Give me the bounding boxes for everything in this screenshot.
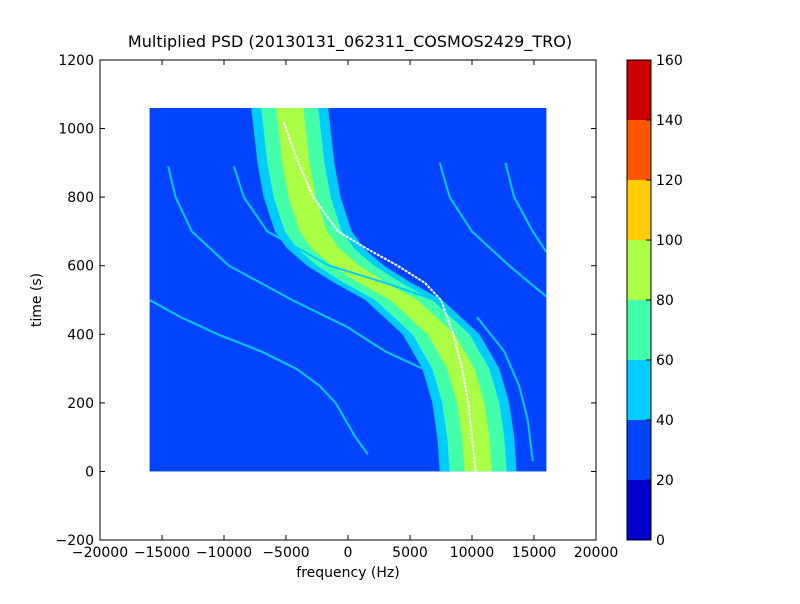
x-tick-label: −10000	[196, 545, 252, 561]
secondary-trace-5	[476, 316, 534, 462]
colorbar-segment	[627, 420, 651, 480]
colorbar: 0 20 40 60 80 100 120 140 160	[626, 53, 683, 549]
x-axis-label: frequency (Hz)	[296, 565, 399, 581]
secondary-trace-4	[149, 299, 369, 455]
secondary-trace-0	[167, 166, 423, 370]
y-tick-label: 1200	[58, 53, 94, 69]
y-tick-label: 200	[67, 396, 94, 412]
y-tick-label: 800	[67, 190, 94, 206]
x-tick-label: −5000	[262, 545, 309, 561]
colorbar-tick-label: 80	[656, 293, 674, 309]
psd-band-2	[276, 108, 492, 472]
x-tick-label: 15000	[512, 545, 557, 561]
x-axis: −20000 −15000 −10000 −5000 0 5000 10000 15000 20…	[72, 60, 618, 561]
colorbar-segment	[627, 60, 651, 120]
colorbar-tick-label: 120	[656, 173, 683, 189]
colorbar-segment	[627, 180, 651, 240]
colorbar-tick-label: 0	[656, 533, 665, 549]
secondary-traces	[149, 162, 547, 462]
colorbar-tick-label: 20	[656, 473, 674, 489]
colorbar-segment	[627, 480, 651, 540]
x-tick-label: 10000	[450, 545, 495, 561]
colorbar-tick-label: 60	[656, 353, 674, 369]
colorbar-tick-label: 140	[656, 113, 683, 129]
secondary-trace-3	[504, 162, 547, 253]
secondary-trace-1	[232, 165, 511, 455]
x-tick-label: 5000	[392, 545, 428, 561]
y-axis-label: time (s)	[29, 273, 45, 327]
colorbar-tick-label: 40	[656, 413, 674, 429]
colorbar-segment	[627, 300, 651, 360]
secondary-trace-2	[438, 162, 547, 298]
colorbar-tick-label: 100	[656, 233, 683, 249]
heatmap-layer	[149, 108, 547, 472]
colorbar-segment	[627, 360, 651, 420]
colorbar-tick-label: 160	[656, 53, 683, 69]
chart-title: Multiplied PSD (20130131_062311_COSMOS24…	[128, 32, 572, 52]
y-tick-label: 0	[85, 464, 94, 480]
x-tick-label: −15000	[134, 545, 190, 561]
main-trace-bands	[251, 108, 517, 472]
colorbar-segment	[627, 240, 651, 300]
y-tick-label: 1000	[58, 122, 94, 138]
x-tick-label: 0	[344, 545, 353, 561]
y-axis: −200 0 200 400 600 800 1000 1200	[56, 53, 596, 549]
y-tick-label: 400	[67, 327, 94, 343]
y-tick-label: 600	[67, 259, 94, 275]
colorbar-segment	[627, 120, 651, 180]
y-tick-label: −200	[56, 533, 94, 549]
x-tick-label: −20000	[72, 545, 128, 561]
white-trace-line	[282, 121, 477, 472]
x-tick-label: 20000	[574, 545, 619, 561]
